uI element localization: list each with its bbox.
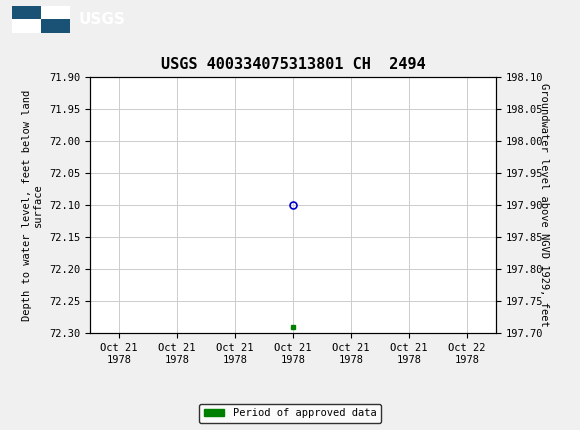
Legend: Period of approved data: Period of approved data xyxy=(200,404,380,423)
Title: USGS 400334075313801 CH  2494: USGS 400334075313801 CH 2494 xyxy=(161,57,425,72)
FancyBboxPatch shape xyxy=(12,6,70,33)
FancyBboxPatch shape xyxy=(12,6,41,19)
Text: USGS: USGS xyxy=(78,12,125,27)
Y-axis label: Depth to water level, feet below land
surface: Depth to water level, feet below land su… xyxy=(22,90,44,321)
FancyBboxPatch shape xyxy=(41,19,70,33)
Y-axis label: Groundwater level above NGVD 1929, feet: Groundwater level above NGVD 1929, feet xyxy=(539,83,549,327)
